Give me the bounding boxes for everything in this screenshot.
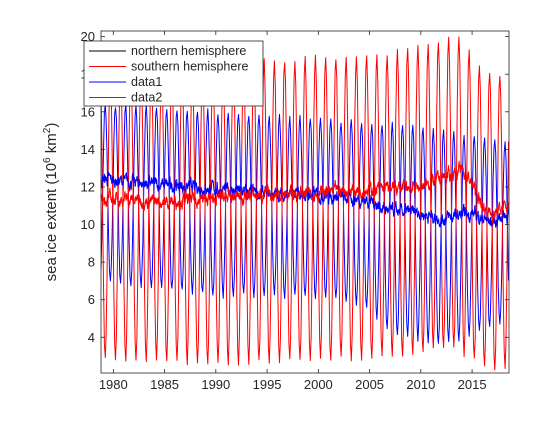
series-layer (101, 36, 509, 371)
y-tick-label: 14 (81, 142, 95, 157)
y-tick-label: 20 (81, 29, 95, 44)
series-line-3 (101, 171, 509, 228)
series-line-4 (101, 160, 509, 224)
legend-box (83, 40, 264, 107)
y-tick-label: 16 (81, 104, 95, 119)
y-tick-label: 8 (88, 255, 95, 270)
x-tick-label: 1980 (99, 377, 128, 392)
x-axis: 1980 1985 1990 1995 2000 2005 2010 2015 (99, 31, 487, 392)
y-axis-label: sea ice extent (106 km2) (42, 123, 60, 282)
y-tick-label: 6 (88, 292, 95, 307)
x-tick-label: 2005 (355, 377, 384, 392)
y-tick-label: 4 (88, 330, 95, 345)
axes-box (100, 30, 510, 374)
x-tick-label: 2010 (406, 377, 435, 392)
series-line-2 (101, 36, 509, 371)
x-tick-label: 1995 (253, 377, 282, 392)
x-tick-label: 2015 (458, 377, 487, 392)
legend-label-3: data1 (131, 75, 162, 89)
x-tick-label: 1985 (150, 377, 179, 392)
y-tick-label: 10 (81, 217, 95, 232)
legend-label-4: data2 (131, 91, 162, 105)
legend-label-2: southern hemisphere (131, 60, 248, 74)
x-tick-label: 2000 (304, 377, 333, 392)
legend-label-1: northern hemisphere (131, 44, 246, 58)
y-tick-label: 12 (81, 179, 95, 194)
x-tick-label: 1990 (201, 377, 230, 392)
